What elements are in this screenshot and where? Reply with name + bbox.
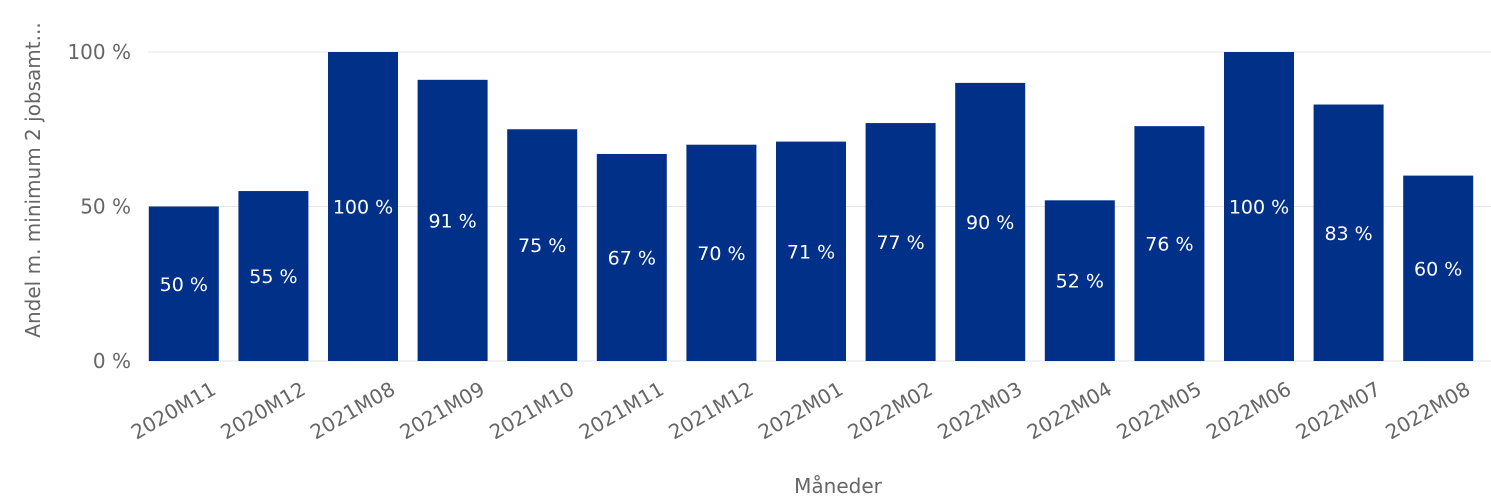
bar-value-label: 91 % xyxy=(428,210,476,232)
bar xyxy=(238,191,309,361)
bar-value-label: 67 % xyxy=(608,247,656,269)
bar xyxy=(1313,104,1384,361)
x-tick-label: 2021M10 xyxy=(485,377,578,445)
bar xyxy=(417,79,488,361)
x-tick-label: 2021M08 xyxy=(306,377,399,445)
bar-value-label: 100 % xyxy=(1229,197,1289,219)
bar-value-label: 70 % xyxy=(697,243,745,265)
x-tick-label: 2022M01 xyxy=(754,377,847,445)
bar xyxy=(686,144,757,361)
x-tick-label: 2020M12 xyxy=(216,377,309,445)
bar-value-label: 71 % xyxy=(787,241,835,263)
bar xyxy=(865,123,936,361)
bar-value-label: 52 % xyxy=(1056,271,1104,293)
x-tick-label: 2022M03 xyxy=(933,377,1026,445)
x-tick-label: 2020M11 xyxy=(127,377,220,445)
bar-value-label: 100 % xyxy=(333,197,393,219)
bar xyxy=(328,52,398,361)
x-tick-label: 2022M06 xyxy=(1202,377,1295,445)
x-tick-label: 2022M07 xyxy=(1292,377,1385,445)
bar xyxy=(1224,52,1294,361)
bar-value-label: 90 % xyxy=(966,212,1014,234)
bar xyxy=(955,82,1026,362)
x-axis-title: Måneder xyxy=(794,474,882,498)
bar-value-label: 77 % xyxy=(876,232,924,254)
y-tick-label: 50 % xyxy=(80,195,131,219)
bar xyxy=(1403,175,1474,361)
bar-value-label: 55 % xyxy=(249,266,297,288)
x-tick-label: 2021M12 xyxy=(664,377,757,445)
y-tick-label: 0 % xyxy=(93,349,131,373)
bar xyxy=(148,206,219,361)
data-labels: 50 % 55 % 100 % 91 % 75 % 67 % 70 % 71 % 77 % 90 … xyxy=(160,197,1463,296)
bar xyxy=(1134,126,1205,361)
x-axis-ticks: 2020M112020M122021M082021M092021M102021M… xyxy=(127,377,1474,445)
bar-value-label: 50 % xyxy=(160,274,208,296)
bar xyxy=(776,141,846,361)
bar xyxy=(507,129,578,361)
bar-value-label: 76 % xyxy=(1145,234,1193,256)
bar xyxy=(596,153,667,361)
x-tick-label: 2022M08 xyxy=(1381,377,1474,445)
y-axis-ticks: 0 % 50 % 100 % xyxy=(67,40,131,373)
bars xyxy=(148,52,1474,362)
y-tick-label: 100 % xyxy=(67,40,131,64)
x-tick-label: 2022M02 xyxy=(844,377,937,445)
bar xyxy=(1044,200,1115,361)
x-tick-label: 2021M11 xyxy=(575,377,668,445)
y-axis-title: Andel m. minimum 2 jobsamt... xyxy=(21,22,45,337)
bar-value-label: 83 % xyxy=(1324,223,1372,245)
x-tick-label: 2022M05 xyxy=(1112,377,1205,445)
bar-value-label: 75 % xyxy=(518,235,566,257)
x-tick-label: 2022M04 xyxy=(1023,377,1116,445)
bar-value-label: 60 % xyxy=(1414,258,1462,280)
x-tick-label: 2021M09 xyxy=(396,377,489,445)
